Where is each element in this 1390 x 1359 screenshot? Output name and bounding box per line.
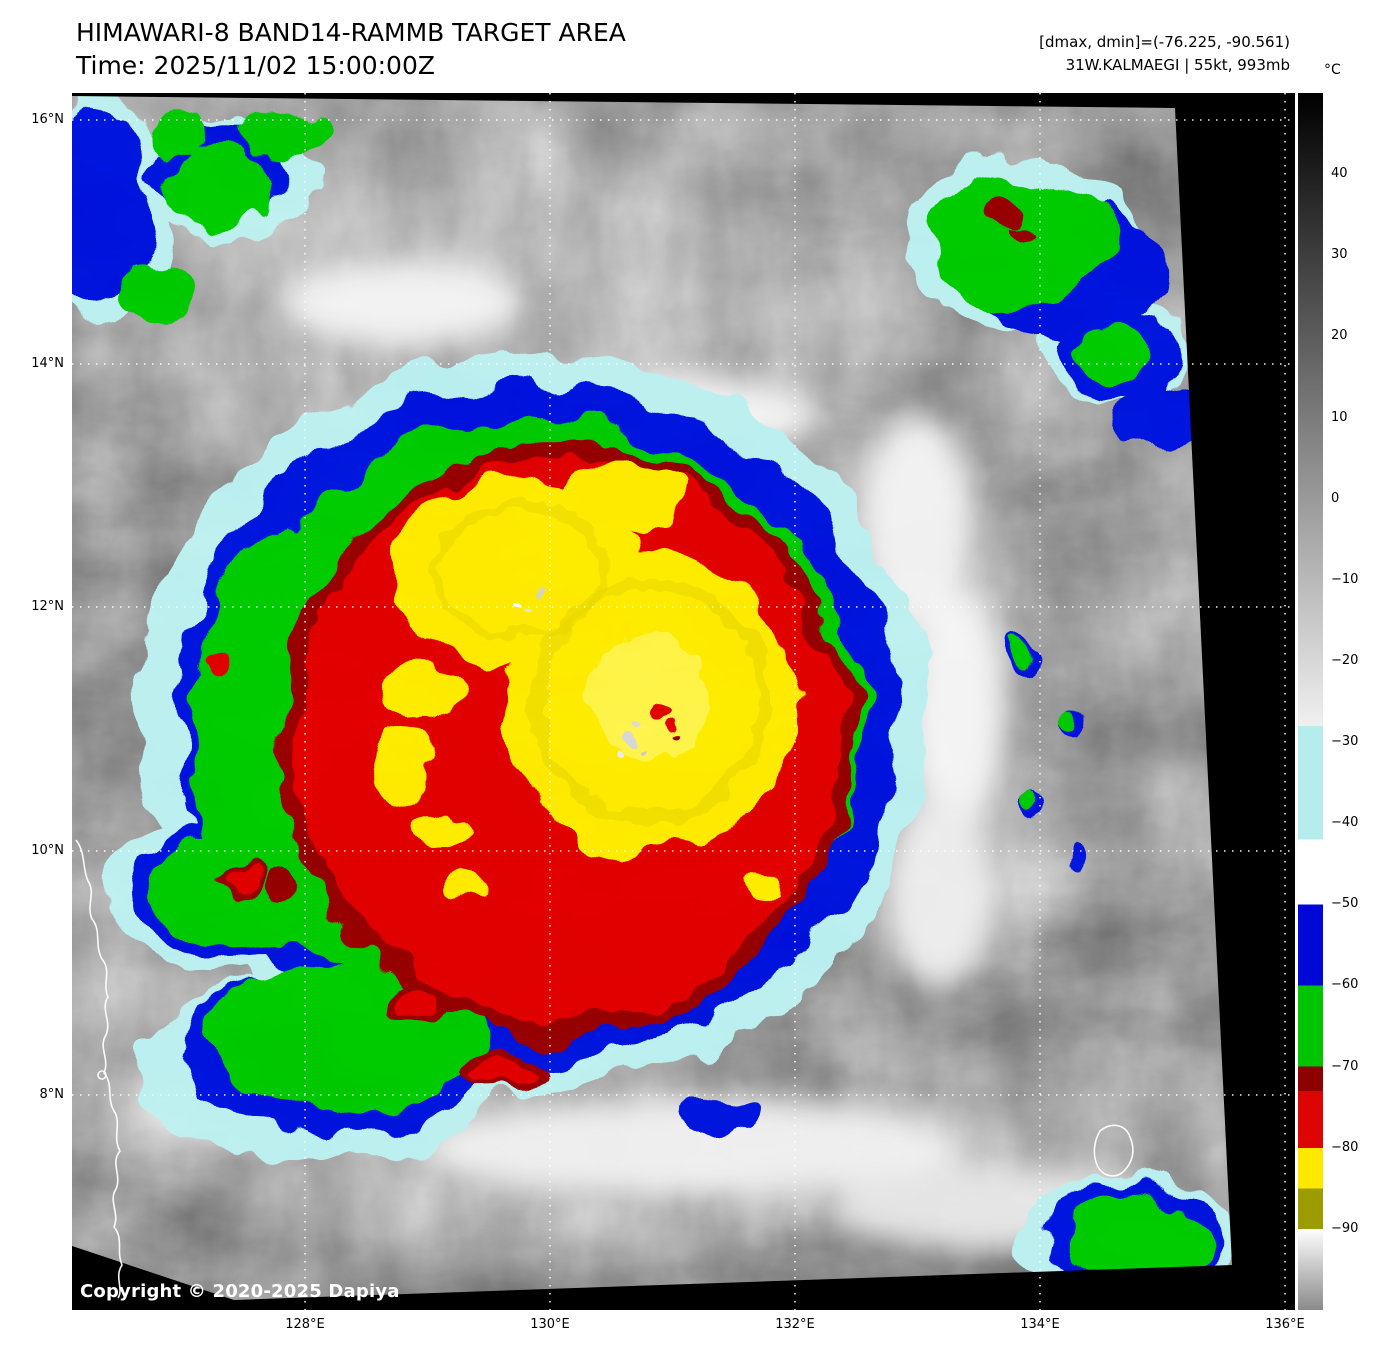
product-timestamp: Time: 2025/11/02 15:00:00Z	[76, 51, 435, 80]
lat-label: 16°N	[31, 112, 64, 127]
colorbar-tick: −10	[1331, 572, 1359, 587]
colorbar-tick: −60	[1331, 977, 1359, 992]
colorbar-tick: 20	[1331, 328, 1348, 343]
colorbar-tick: −70	[1331, 1059, 1359, 1074]
product-title: HIMAWARI-8 BAND14-RAMMB TARGET AREA	[76, 18, 626, 47]
colorbar-tick: 40	[1331, 166, 1348, 181]
coastline	[75, 839, 1134, 1299]
colorbar-unit-label: °C	[1324, 62, 1341, 78]
colorbar-tick: 30	[1331, 247, 1348, 262]
copyright-watermark: Copyright © 2020-2025 Dapiya	[80, 1281, 400, 1302]
lon-label: 134°E	[1020, 1317, 1060, 1332]
data-extent	[72, 96, 1232, 1300]
lat-label: 14°N	[31, 356, 64, 371]
satellite-map	[72, 93, 1295, 1310]
lat-label: 8°N	[39, 1087, 65, 1102]
lat-label: 10°N	[31, 843, 64, 858]
colorbar-tick: 0	[1331, 491, 1340, 506]
storm-info: 31W.KALMAEGI | 55kt, 993mb	[1065, 56, 1290, 74]
lon-label: 130°E	[530, 1317, 570, 1332]
lon-label: 136°E	[1265, 1317, 1305, 1332]
lon-label: 132°E	[775, 1317, 815, 1332]
colorbar-tick: 10	[1331, 410, 1348, 425]
lon-label: 128°E	[285, 1317, 325, 1332]
colorbar-tick: −80	[1331, 1140, 1359, 1155]
dmax-dmin-readout: [dmax, dmin]=(-76.225, -90.561)	[1039, 33, 1290, 51]
lat-lon-gridlines	[72, 93, 1295, 1310]
lat-label: 12°N	[31, 599, 64, 614]
colorbar-tick: −30	[1331, 734, 1359, 749]
colorbar-tick: −90	[1331, 1221, 1359, 1236]
colorbar-tick: −50	[1331, 896, 1359, 911]
colorbar-tick: −40	[1331, 815, 1359, 830]
colorbar	[1298, 93, 1323, 1310]
colorbar-tick: −20	[1331, 653, 1359, 668]
